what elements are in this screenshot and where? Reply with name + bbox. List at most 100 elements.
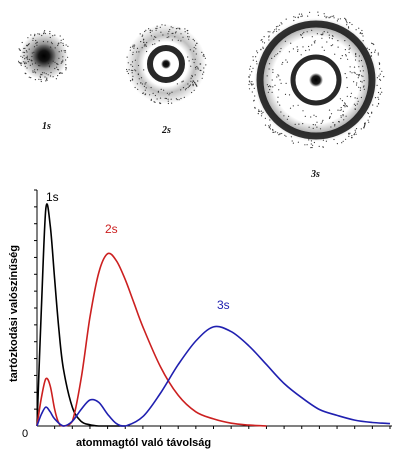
cloud-dot: [342, 115, 344, 117]
cloud-dot: [194, 74, 196, 76]
cloud-dot: [268, 35, 270, 37]
cloud-dot: [340, 109, 342, 111]
cloud-dot: [32, 70, 34, 72]
cloud-dot: [144, 94, 146, 96]
cloud-dot: [130, 69, 132, 71]
cloud-dot: [35, 42, 37, 44]
cloud-dot: [133, 47, 135, 49]
cloud-dot: [278, 134, 280, 136]
cloud-dot: [268, 63, 271, 65]
cloud-dot: [192, 38, 194, 41]
cloud-dot: [19, 63, 22, 65]
cloud-dot: [260, 110, 262, 112]
cloud-dot: [288, 94, 291, 96]
cloud-dot: [43, 72, 45, 74]
cloud-dot: [189, 49, 191, 51]
cloud-dot: [32, 37, 34, 40]
cloud-dot: [24, 65, 26, 67]
cloud-dot: [361, 81, 363, 83]
cloud-dot: [274, 29, 276, 31]
cloud-dot: [377, 54, 379, 56]
cloud-dot: [192, 84, 194, 86]
cloud-dot: [297, 50, 299, 53]
cloud-dot: [194, 58, 196, 60]
cloud-dot: [379, 73, 381, 75]
cloud-dot: [176, 83, 178, 85]
cloud-dot: [34, 62, 37, 64]
cloud-dot: [310, 147, 312, 149]
cloud-dot: [46, 79, 48, 81]
cloud-dot: [353, 133, 356, 135]
cloud-dot: [190, 77, 192, 79]
cloud-dot: [354, 129, 356, 131]
cloud-dot: [168, 36, 170, 38]
cloud-dot: [272, 71, 274, 73]
cloud-dot: [307, 15, 309, 17]
cloud-dot: [282, 61, 284, 64]
cloud-dot: [343, 104, 345, 107]
cloud-dot: [326, 16, 328, 18]
cloud-dot: [361, 75, 363, 77]
cloud-dot: [35, 39, 37, 42]
cloud-dot: [170, 98, 172, 100]
cloud-dot: [294, 123, 296, 125]
cloud-dot: [379, 93, 381, 95]
cloud-dot: [143, 41, 145, 44]
cloud-dot: [342, 140, 344, 142]
cloud-dot: [266, 75, 268, 77]
cloud-dot: [281, 23, 283, 25]
cloud-dot: [64, 50, 66, 52]
cloud-dot: [345, 55, 347, 57]
cloud-dot: [302, 46, 304, 48]
cloud-dot: [301, 13, 303, 15]
cloud-dot: [313, 41, 315, 43]
cloud-dot: [289, 107, 292, 109]
cloud-dot: [308, 126, 310, 128]
cloud-dot: [280, 111, 282, 113]
cloud-dot: [301, 15, 303, 17]
cloud-dot: [255, 60, 258, 62]
cloud-dot: [152, 43, 154, 46]
cloud-dot: [279, 104, 281, 106]
cloud-dot: [196, 66, 198, 68]
cloud-dot: [269, 85, 271, 87]
cloud-dot: [248, 83, 250, 86]
cloud-dot: [193, 46, 195, 49]
cloud-dot: [331, 15, 333, 17]
cloud-dot: [262, 47, 264, 50]
probability-curves: [36, 203, 391, 427]
cloud-dot: [260, 49, 262, 51]
cloud-dot: [339, 98, 341, 100]
cloud-dot: [348, 48, 350, 50]
cloud-dot: [340, 107, 342, 109]
cloud-dot: [193, 61, 195, 64]
curve-3s: [36, 325, 391, 427]
cloud-dot: [187, 56, 189, 58]
cloud-dot: [56, 66, 58, 68]
cloud-dot: [254, 95, 256, 97]
cloud-dot: [308, 49, 310, 51]
cloud-dot: [355, 133, 357, 135]
cloud-dot: [298, 13, 300, 15]
cloud-dot: [155, 27, 157, 29]
cloud-dot: [338, 121, 340, 123]
cloud-dot: [347, 26, 350, 28]
cloud-dot: [286, 118, 288, 120]
cloud-dot: [33, 51, 35, 54]
cloud-dot: [358, 75, 360, 77]
cloud-dot: [310, 143, 312, 145]
cloud-dot: [251, 71, 253, 73]
cloud-dot: [253, 87, 255, 89]
cloud-dot: [322, 34, 324, 36]
cloud-dot: [264, 124, 267, 126]
cloud-dot: [332, 35, 334, 37]
cloud-dot: [137, 88, 139, 90]
cloud-dot: [27, 37, 29, 39]
cloud-dot: [27, 61, 29, 63]
cloud-dot: [174, 32, 177, 34]
cloud-dot: [357, 100, 359, 102]
cloud-dot: [376, 77, 378, 79]
cloud-dot: [332, 44, 334, 46]
cloud-dot: [187, 32, 189, 35]
cloud-dot: [144, 30, 146, 33]
